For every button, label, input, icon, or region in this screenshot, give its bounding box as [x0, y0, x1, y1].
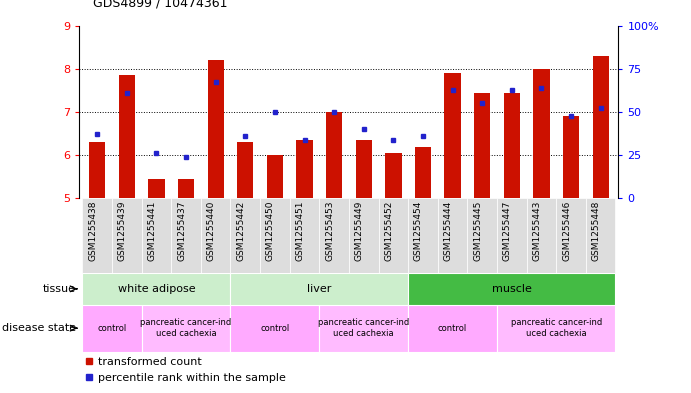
Bar	[326, 112, 342, 198]
Bar	[408, 273, 616, 305]
Bar	[237, 142, 254, 198]
Bar	[408, 305, 497, 352]
Bar	[556, 198, 586, 273]
Text: GSM1255448: GSM1255448	[591, 201, 600, 261]
Text: control: control	[261, 324, 290, 332]
Bar	[171, 198, 201, 273]
Text: GSM1255446: GSM1255446	[562, 201, 571, 261]
Bar	[444, 73, 461, 198]
Text: GSM1255444: GSM1255444	[444, 201, 453, 261]
Bar	[149, 179, 164, 198]
Text: GSM1255441: GSM1255441	[147, 201, 156, 261]
Text: white adipose: white adipose	[117, 284, 196, 294]
Text: GSM1255451: GSM1255451	[296, 201, 305, 261]
Bar	[563, 116, 579, 198]
Bar	[379, 198, 408, 273]
Bar	[497, 305, 616, 352]
Bar	[527, 198, 556, 273]
Bar	[82, 273, 231, 305]
Bar	[119, 75, 135, 198]
Bar	[142, 305, 231, 352]
Text: GSM1255442: GSM1255442	[236, 201, 245, 261]
Text: GSM1255450: GSM1255450	[266, 201, 275, 261]
Text: pancreatic cancer-ind
uced cachexia: pancreatic cancer-ind uced cachexia	[140, 318, 231, 338]
Bar	[296, 140, 312, 198]
Bar	[231, 198, 260, 273]
Text: pancreatic cancer-ind
uced cachexia: pancreatic cancer-ind uced cachexia	[511, 318, 602, 338]
Bar	[319, 305, 408, 352]
Text: disease state: disease state	[2, 323, 76, 333]
Text: GSM1255440: GSM1255440	[207, 201, 216, 261]
Text: GSM1255449: GSM1255449	[354, 201, 363, 261]
Bar	[592, 56, 609, 198]
Text: control: control	[97, 324, 126, 332]
Bar	[207, 60, 224, 198]
Bar	[231, 305, 319, 352]
Bar	[533, 69, 549, 198]
Text: GDS4899 / 10474361: GDS4899 / 10474361	[93, 0, 228, 10]
Bar	[415, 147, 431, 198]
Text: control: control	[438, 324, 467, 332]
Bar	[201, 198, 231, 273]
Bar	[82, 198, 112, 273]
Text: muscle: muscle	[492, 284, 532, 294]
Text: GSM1255439: GSM1255439	[118, 201, 127, 261]
Bar	[267, 155, 283, 198]
Text: GSM1255445: GSM1255445	[473, 201, 482, 261]
Bar	[467, 198, 497, 273]
Bar	[260, 198, 290, 273]
Bar	[474, 92, 491, 198]
Text: GSM1255438: GSM1255438	[88, 201, 97, 261]
Bar	[89, 142, 105, 198]
Bar	[82, 305, 142, 352]
Text: pancreatic cancer-ind
uced cachexia: pancreatic cancer-ind uced cachexia	[318, 318, 409, 338]
Text: tissue: tissue	[43, 284, 76, 294]
Bar	[142, 198, 171, 273]
Bar	[349, 198, 379, 273]
Legend: transformed count, percentile rank within the sample: transformed count, percentile rank withi…	[85, 357, 286, 383]
Bar	[356, 140, 372, 198]
Text: GSM1255437: GSM1255437	[177, 201, 186, 261]
Bar	[290, 198, 319, 273]
Bar	[504, 92, 520, 198]
Text: GSM1255443: GSM1255443	[533, 201, 542, 261]
Bar	[178, 179, 194, 198]
Text: GSM1255453: GSM1255453	[325, 201, 334, 261]
Bar	[438, 198, 467, 273]
Text: GSM1255447: GSM1255447	[503, 201, 512, 261]
Bar	[408, 198, 438, 273]
Text: GSM1255452: GSM1255452	[384, 201, 393, 261]
Bar	[231, 273, 408, 305]
Bar	[319, 198, 349, 273]
Bar	[112, 198, 142, 273]
Bar	[586, 198, 616, 273]
Text: liver: liver	[307, 284, 332, 294]
Bar	[497, 198, 527, 273]
Bar	[385, 153, 401, 198]
Text: GSM1255454: GSM1255454	[414, 201, 423, 261]
